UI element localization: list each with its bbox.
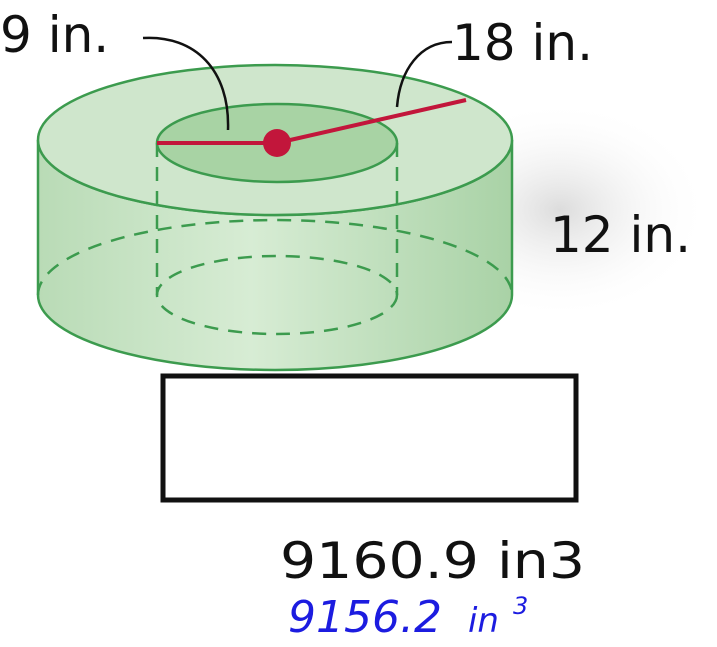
inner-radius-leader	[142, 36, 230, 131]
handwritten-number: 9156.2	[288, 592, 442, 643]
height-label: 12 in.	[550, 206, 691, 264]
printed-answer: 9160.9 in3	[280, 532, 585, 590]
outer-radius-label: 18 in.	[452, 14, 593, 72]
inner-hole-bottom	[155, 254, 399, 336]
inner-radius-label: 9 in.	[0, 6, 109, 64]
handwritten-unit: in	[468, 601, 499, 641]
handwritten-exponent: 3	[513, 592, 528, 620]
center-point	[263, 129, 291, 157]
handwritten-answer: 9156.2 in 3	[288, 592, 528, 643]
outer-radius-line	[276, 98, 467, 145]
outer-radius-leader	[395, 40, 453, 108]
answer-box[interactable]	[160, 373, 579, 503]
